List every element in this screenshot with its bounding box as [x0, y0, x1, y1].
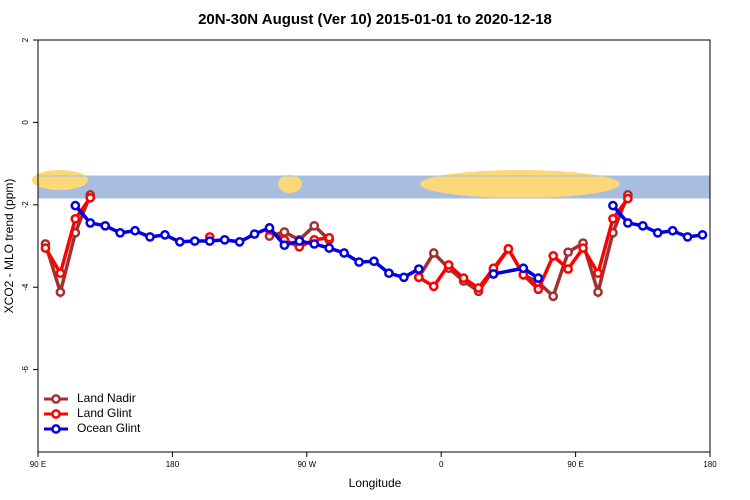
y-tick-label: 2	[21, 37, 30, 42]
point	[145, 232, 155, 242]
point	[369, 256, 379, 267]
x-tick-label: 90 W	[297, 460, 316, 469]
x-tick-label: 90 E	[567, 460, 583, 469]
point	[354, 257, 364, 267]
point	[548, 291, 559, 302]
y-tick-label: -4	[21, 283, 30, 291]
point	[578, 243, 588, 253]
point	[85, 218, 96, 228]
x-tick-label: 0	[439, 460, 444, 469]
point	[608, 213, 618, 224]
point	[324, 232, 335, 243]
point	[443, 260, 454, 270]
point	[413, 272, 424, 283]
point	[204, 236, 215, 246]
legend-marker	[51, 409, 61, 419]
point	[55, 287, 66, 297]
point	[339, 248, 349, 258]
point	[234, 237, 245, 247]
legend-label: Land Nadir	[77, 391, 136, 405]
point	[100, 220, 111, 231]
plot-frame	[37, 39, 711, 453]
point	[413, 264, 424, 274]
point	[249, 229, 260, 239]
point	[682, 232, 693, 242]
point	[85, 192, 96, 203]
point	[667, 225, 678, 236]
point	[488, 269, 499, 279]
y-tick-label: -2	[21, 201, 30, 209]
point	[219, 234, 230, 245]
point	[55, 268, 66, 279]
point	[518, 263, 529, 274]
point	[384, 268, 394, 279]
point	[533, 284, 544, 295]
point	[428, 248, 439, 258]
point	[428, 281, 439, 292]
point	[637, 220, 648, 231]
point	[399, 272, 409, 283]
y-axis-label: XCO2 - MLO trend (ppm)	[2, 179, 16, 314]
y-tick-label: -6	[21, 365, 30, 373]
point	[533, 273, 544, 283]
point	[458, 273, 469, 283]
point	[563, 264, 573, 274]
legend-label: Ocean Glint	[77, 421, 141, 435]
point	[189, 236, 200, 246]
point	[264, 223, 275, 233]
map-strip	[32, 170, 711, 199]
x-tick-label: 180	[166, 460, 180, 469]
point	[593, 268, 603, 279]
series-line	[74, 204, 703, 280]
point	[279, 227, 290, 237]
point	[40, 243, 51, 253]
point	[608, 200, 618, 211]
point	[593, 287, 603, 297]
y-tick-label: 0	[21, 120, 30, 125]
point	[309, 220, 320, 231]
point	[473, 283, 484, 293]
point	[324, 243, 335, 253]
point	[548, 251, 559, 261]
point	[309, 239, 320, 249]
point	[160, 230, 170, 240]
point	[70, 213, 81, 224]
point	[623, 193, 633, 204]
x-tick-label: 90 E	[30, 460, 46, 469]
point	[175, 237, 185, 247]
legend-label: Land Glint	[77, 406, 132, 420]
point	[503, 244, 514, 254]
point	[115, 227, 125, 238]
point	[652, 227, 663, 238]
legend-marker	[51, 394, 61, 404]
point	[623, 218, 633, 228]
legend-marker	[51, 424, 61, 434]
point	[697, 230, 708, 240]
point	[294, 236, 305, 246]
point	[130, 225, 140, 236]
point	[563, 247, 573, 258]
chart-title: 20N-30N August (Ver 10) 2015-01-01 to 20…	[198, 11, 552, 28]
x-tick-label: 180	[703, 460, 717, 469]
point	[279, 240, 290, 251]
x-axis-label: Longitude	[349, 476, 402, 490]
point	[70, 200, 81, 211]
